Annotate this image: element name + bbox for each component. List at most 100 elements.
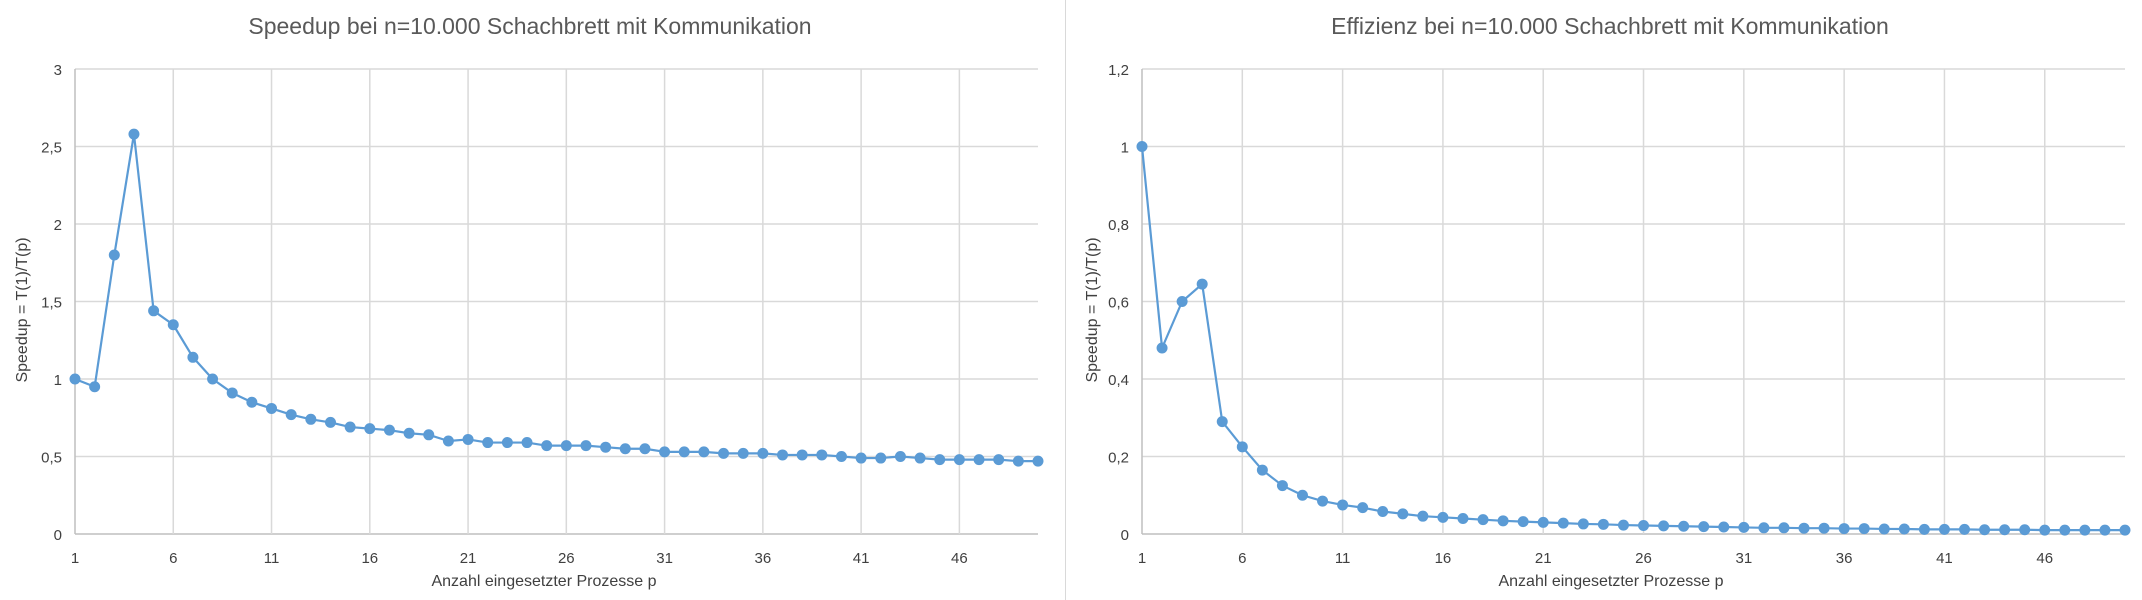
x-tick-label: 41 <box>853 550 870 567</box>
x-tick-label: 6 <box>169 550 177 567</box>
data-point <box>1236 441 1248 453</box>
y-tick-label: 0,5 <box>41 450 62 467</box>
data-point <box>698 446 710 458</box>
data-point <box>1216 416 1228 428</box>
x-tick-label: 36 <box>1836 550 1853 567</box>
data-point <box>1678 520 1690 532</box>
x-axis-label: Anzahl eingesetzter Prozesse p <box>431 573 656 590</box>
x-tick-label: 26 <box>558 550 575 567</box>
data-point <box>894 451 906 462</box>
y-tick-label: 1 <box>1121 140 1129 157</box>
data-point <box>187 351 199 363</box>
chart-title: Effizienz bei n=10.000 Schachbrett mit K… <box>1331 13 1889 39</box>
data-point <box>580 440 592 452</box>
x-tick-label: 16 <box>1435 550 1452 567</box>
data-point <box>1477 514 1489 526</box>
x-tick-label: 16 <box>361 550 378 567</box>
chart-title: Speedup bei n=10.000 Schachbrett mit Kom… <box>248 13 811 39</box>
y-tick-label: 0,4 <box>1108 372 1129 389</box>
data-point <box>2119 524 2131 536</box>
y-tick-label: 0,8 <box>1108 217 1129 234</box>
data-point <box>1798 522 1810 534</box>
data-point <box>1938 523 1950 535</box>
data-point <box>383 424 395 436</box>
data-point <box>1537 516 1549 528</box>
x-tick-label: 1 <box>71 550 79 567</box>
x-tick-label: 31 <box>1735 550 1752 567</box>
data-point <box>148 305 160 317</box>
data-point <box>285 409 297 421</box>
speedup-chart: Speedup bei n=10.000 Schachbrett mit Kom… <box>14 13 1044 590</box>
x-tick-label: 41 <box>1936 550 1953 567</box>
data-point <box>89 381 101 393</box>
x-tick-label: 36 <box>755 550 772 567</box>
data-point <box>521 437 533 449</box>
data-point <box>266 402 278 414</box>
data-point <box>2039 524 2051 536</box>
data-point <box>560 440 572 452</box>
data-point <box>207 373 219 385</box>
y-tick-label: 2 <box>54 217 62 234</box>
y-tick-label: 3 <box>54 62 62 79</box>
data-point <box>1012 455 1024 467</box>
data-point <box>423 429 435 441</box>
y-tick-label: 0,2 <box>1108 450 1129 467</box>
data-point <box>482 437 494 449</box>
y-tick-label: 0,6 <box>1108 295 1129 312</box>
data-point <box>1778 522 1790 534</box>
x-tick-label: 6 <box>1238 550 1246 567</box>
x-tick-label: 46 <box>2036 550 2053 567</box>
data-point <box>678 446 690 458</box>
data-point <box>1878 523 1890 535</box>
data-point <box>1337 499 1349 511</box>
data-point <box>167 319 179 331</box>
data-point <box>993 454 1005 466</box>
data-point <box>816 449 828 461</box>
data-point <box>1738 521 1750 533</box>
y-tick-label: 0 <box>54 527 62 544</box>
y-tick-label: 1,2 <box>1108 62 1129 79</box>
y-axis-label: Speedup = T(1)/T(p) <box>1084 237 1101 382</box>
data-point <box>757 447 769 459</box>
data-point <box>737 447 749 459</box>
y-axis-label: Speedup = T(1)/T(p) <box>14 237 31 382</box>
data-point <box>442 435 454 447</box>
data-point <box>324 416 336 428</box>
data-point <box>1638 519 1650 531</box>
data-point <box>1597 518 1609 530</box>
data-point <box>1858 523 1870 535</box>
data-point <box>1276 480 1288 492</box>
x-tick-label: 46 <box>951 550 968 567</box>
data-point <box>1718 521 1730 533</box>
data-point <box>934 454 946 466</box>
data-point <box>1517 516 1529 528</box>
data-point <box>1577 518 1589 530</box>
data-point <box>1617 519 1629 531</box>
data-point <box>1136 141 1148 152</box>
data-point <box>1698 521 1710 533</box>
data-point <box>718 447 730 459</box>
data-point <box>1838 523 1850 535</box>
data-point <box>344 421 356 433</box>
data-point <box>2079 524 2091 536</box>
data-point <box>364 423 376 435</box>
data-point <box>855 452 867 464</box>
data-point <box>953 454 965 466</box>
data-point <box>1497 515 1509 527</box>
data-point <box>1296 489 1308 501</box>
data-point <box>403 427 415 439</box>
data-point <box>2019 524 2031 536</box>
data-point <box>1898 523 1910 535</box>
data-point <box>1658 520 1670 532</box>
data-point <box>835 451 847 462</box>
data-point <box>973 454 985 466</box>
data-point <box>1818 522 1830 534</box>
data-point <box>1437 511 1449 523</box>
data-point <box>2099 524 2111 536</box>
x-tick-label: 21 <box>1535 550 1552 567</box>
x-axis-label: Anzahl eingesetzter Prozesse p <box>1498 573 1723 590</box>
data-point <box>659 446 671 458</box>
data-point <box>108 249 120 261</box>
data-point <box>1417 510 1429 522</box>
series-line <box>74 133 1038 463</box>
